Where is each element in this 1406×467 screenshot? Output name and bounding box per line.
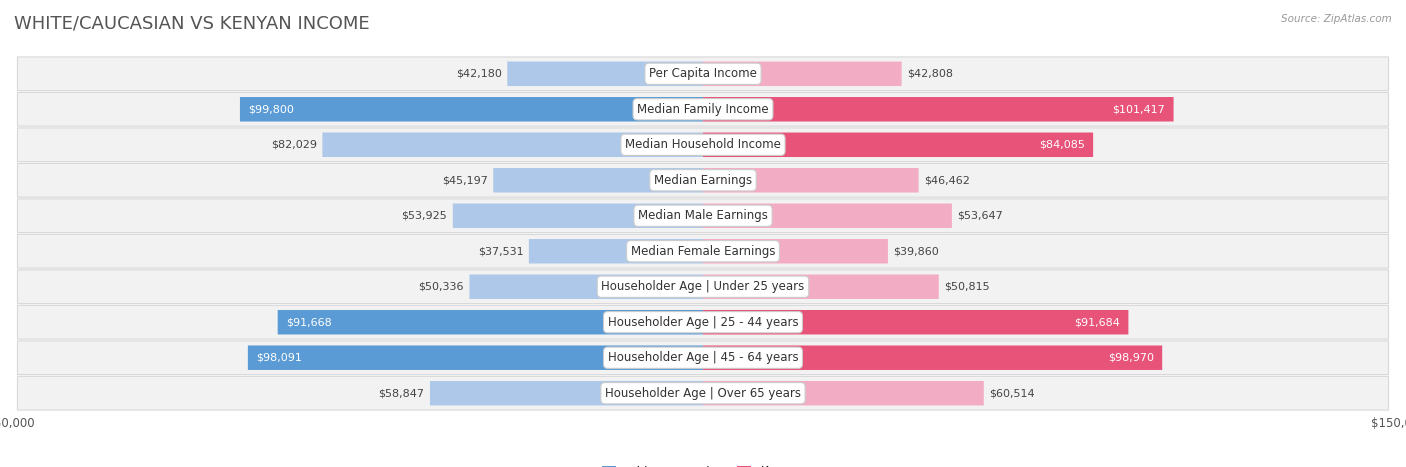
Text: $39,860: $39,860 (893, 246, 939, 256)
FancyBboxPatch shape (703, 346, 1163, 370)
Text: $60,514: $60,514 (990, 388, 1035, 398)
FancyBboxPatch shape (17, 57, 1389, 91)
FancyBboxPatch shape (703, 133, 1092, 157)
Text: $53,647: $53,647 (957, 211, 1004, 221)
Text: $42,180: $42,180 (456, 69, 502, 79)
FancyBboxPatch shape (277, 310, 703, 334)
Text: $98,091: $98,091 (256, 353, 302, 363)
Text: Median Household Income: Median Household Income (626, 138, 780, 151)
Text: $45,197: $45,197 (441, 175, 488, 185)
FancyBboxPatch shape (430, 381, 703, 405)
Text: Householder Age | 25 - 44 years: Householder Age | 25 - 44 years (607, 316, 799, 329)
Text: Median Male Earnings: Median Male Earnings (638, 209, 768, 222)
FancyBboxPatch shape (703, 62, 901, 86)
Legend: White/Caucasian, Kenyan: White/Caucasian, Kenyan (598, 460, 808, 467)
FancyBboxPatch shape (508, 62, 703, 86)
Text: Median Family Income: Median Family Income (637, 103, 769, 116)
Text: $99,800: $99,800 (249, 104, 294, 114)
FancyBboxPatch shape (322, 133, 703, 157)
FancyBboxPatch shape (529, 239, 703, 263)
FancyBboxPatch shape (703, 381, 984, 405)
FancyBboxPatch shape (453, 204, 703, 228)
FancyBboxPatch shape (17, 270, 1389, 304)
FancyBboxPatch shape (494, 168, 703, 192)
Text: Median Earnings: Median Earnings (654, 174, 752, 187)
Text: $50,815: $50,815 (945, 282, 990, 292)
FancyBboxPatch shape (17, 305, 1389, 339)
Text: Median Female Earnings: Median Female Earnings (631, 245, 775, 258)
FancyBboxPatch shape (17, 163, 1389, 197)
Text: $46,462: $46,462 (924, 175, 970, 185)
FancyBboxPatch shape (247, 346, 703, 370)
Text: $50,336: $50,336 (419, 282, 464, 292)
FancyBboxPatch shape (240, 97, 703, 121)
Text: $37,531: $37,531 (478, 246, 523, 256)
FancyBboxPatch shape (17, 341, 1389, 375)
FancyBboxPatch shape (17, 199, 1389, 233)
FancyBboxPatch shape (703, 275, 939, 299)
FancyBboxPatch shape (17, 376, 1389, 410)
FancyBboxPatch shape (703, 204, 952, 228)
Text: Per Capita Income: Per Capita Income (650, 67, 756, 80)
Text: $42,808: $42,808 (907, 69, 953, 79)
FancyBboxPatch shape (17, 92, 1389, 126)
Text: $84,085: $84,085 (1039, 140, 1085, 150)
FancyBboxPatch shape (703, 310, 1129, 334)
Text: $101,417: $101,417 (1112, 104, 1166, 114)
Text: WHITE/CAUCASIAN VS KENYAN INCOME: WHITE/CAUCASIAN VS KENYAN INCOME (14, 14, 370, 32)
Text: $98,970: $98,970 (1108, 353, 1154, 363)
FancyBboxPatch shape (703, 168, 918, 192)
FancyBboxPatch shape (17, 128, 1389, 162)
Text: Householder Age | Under 25 years: Householder Age | Under 25 years (602, 280, 804, 293)
Text: $91,684: $91,684 (1074, 317, 1121, 327)
Text: $53,925: $53,925 (402, 211, 447, 221)
Text: Source: ZipAtlas.com: Source: ZipAtlas.com (1281, 14, 1392, 24)
FancyBboxPatch shape (17, 234, 1389, 268)
Text: Householder Age | Over 65 years: Householder Age | Over 65 years (605, 387, 801, 400)
FancyBboxPatch shape (470, 275, 703, 299)
Text: $91,668: $91,668 (285, 317, 332, 327)
FancyBboxPatch shape (703, 239, 889, 263)
FancyBboxPatch shape (703, 97, 1174, 121)
Text: Householder Age | 45 - 64 years: Householder Age | 45 - 64 years (607, 351, 799, 364)
Text: $58,847: $58,847 (378, 388, 425, 398)
Text: $82,029: $82,029 (271, 140, 316, 150)
